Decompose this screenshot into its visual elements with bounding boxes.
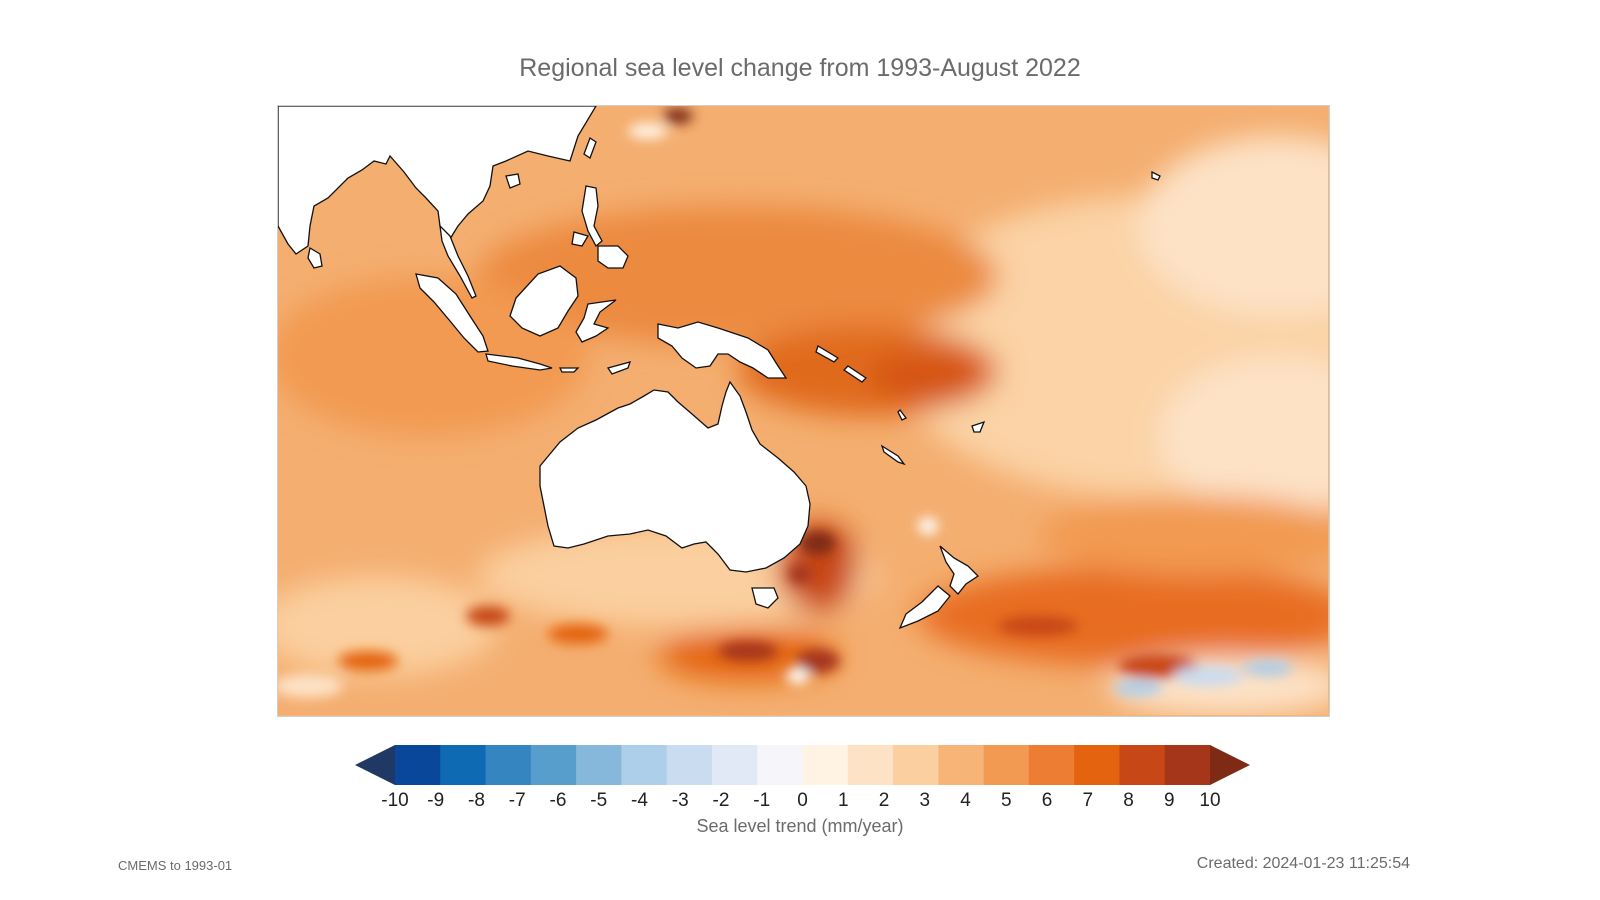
sulawesi	[575, 299, 617, 343]
map-canvas	[278, 106, 1328, 715]
tasmania	[751, 587, 779, 609]
colorbar-tick-label: 1	[837, 790, 849, 811]
colorbar-tick-label: 2	[878, 790, 890, 811]
java	[485, 353, 553, 371]
philippines-visayas	[571, 231, 589, 247]
lesser-sunda	[558, 367, 580, 373]
colorbar-segment	[983, 745, 1030, 785]
colorbar-segment	[440, 745, 487, 785]
colorbar-tick-label: 6	[1041, 790, 1053, 811]
colorbar-tick-label: 10	[1199, 790, 1221, 811]
colorbar	[355, 745, 1250, 785]
colorbar-segment	[802, 745, 849, 785]
hawaii	[1151, 170, 1161, 181]
colorbar-segment	[1164, 745, 1211, 785]
colorbar-tick-label: 7	[1082, 790, 1094, 811]
colorbar-segment	[938, 745, 985, 785]
landmasses	[278, 106, 1161, 630]
new-guinea	[657, 321, 788, 379]
timor	[606, 361, 632, 375]
colorbar-tick-label: 5	[1000, 790, 1012, 811]
colorbar-tick-label: 0	[797, 790, 808, 811]
asia-mainland	[278, 106, 597, 255]
colorbar-ticks: -10 -9 -8 -7 -6 -5 -4 -3 -2 -1 0 1 2 3 4 5 6 7 8 9 10	[0, 790, 1600, 814]
colorbar-tick-label: 4	[960, 790, 971, 811]
philippines-luzon	[581, 185, 603, 248]
colorbar-tick-label: -4	[631, 790, 648, 811]
sumatra	[415, 273, 489, 353]
colorbar-segment	[576, 745, 622, 785]
colorbar-segments	[355, 745, 1250, 785]
colorbar-tick-label: -7	[508, 790, 526, 811]
taiwan	[583, 137, 597, 159]
colorbar-tick-label: 8	[1123, 790, 1134, 811]
solomon-islands	[815, 345, 868, 383]
colorbar-tick-label: 9	[1163, 790, 1175, 811]
colorbar-tick-label: -3	[671, 790, 689, 811]
map-title: Regional sea level change from 1993-Augu…	[519, 54, 1081, 82]
colorbar-segment	[395, 745, 441, 785]
colorbar-segment	[847, 745, 894, 785]
colorbar-segment	[1074, 745, 1120, 785]
created-timestamp: Created: 2024-01-23 11:25:54	[1196, 855, 1410, 872]
colorbar-segment	[1028, 745, 1075, 785]
colorbar-segment	[711, 745, 758, 785]
new-zealand-north	[939, 545, 980, 595]
malay-peninsula	[439, 224, 477, 299]
trend-speckle	[278, 108, 1293, 698]
colorbar-segment	[530, 745, 577, 785]
colorbar-segment	[621, 745, 668, 785]
colorbar-tick-label: -8	[468, 790, 485, 811]
colorbar-tick-label: -2	[712, 790, 730, 811]
sea-level-map	[277, 105, 1330, 717]
philippines-mindanao	[597, 245, 629, 269]
australia	[539, 380, 811, 573]
colorbar-segment	[666, 745, 713, 785]
hainan	[505, 173, 521, 189]
colorbar-tick-label: -10	[381, 790, 409, 811]
colorbar-segment	[893, 745, 939, 785]
sri-lanka	[307, 246, 323, 269]
colorbar-extend-low	[355, 745, 395, 785]
colorbar-extend-high	[1210, 745, 1250, 785]
colorbar-tick-label: -1	[753, 790, 771, 811]
colorbar-segment	[485, 745, 532, 785]
colorbar-tick-label: -5	[590, 790, 608, 811]
new-caledonia	[880, 444, 906, 466]
vanuatu	[897, 409, 907, 421]
fiji	[971, 420, 986, 433]
colorbar-segment	[757, 745, 803, 785]
colorbar-tick-label: 3	[919, 790, 931, 811]
colorbar-tick-label: -9	[427, 790, 445, 811]
colorbar-label: Sea level trend (mm/year)	[696, 816, 904, 836]
colorbar-tick-label: -6	[549, 790, 567, 811]
new-zealand-south	[898, 585, 951, 630]
colorbar-segment	[1119, 745, 1166, 785]
data-source-note: CMEMS to 1993-01	[118, 858, 233, 873]
borneo	[509, 265, 579, 337]
